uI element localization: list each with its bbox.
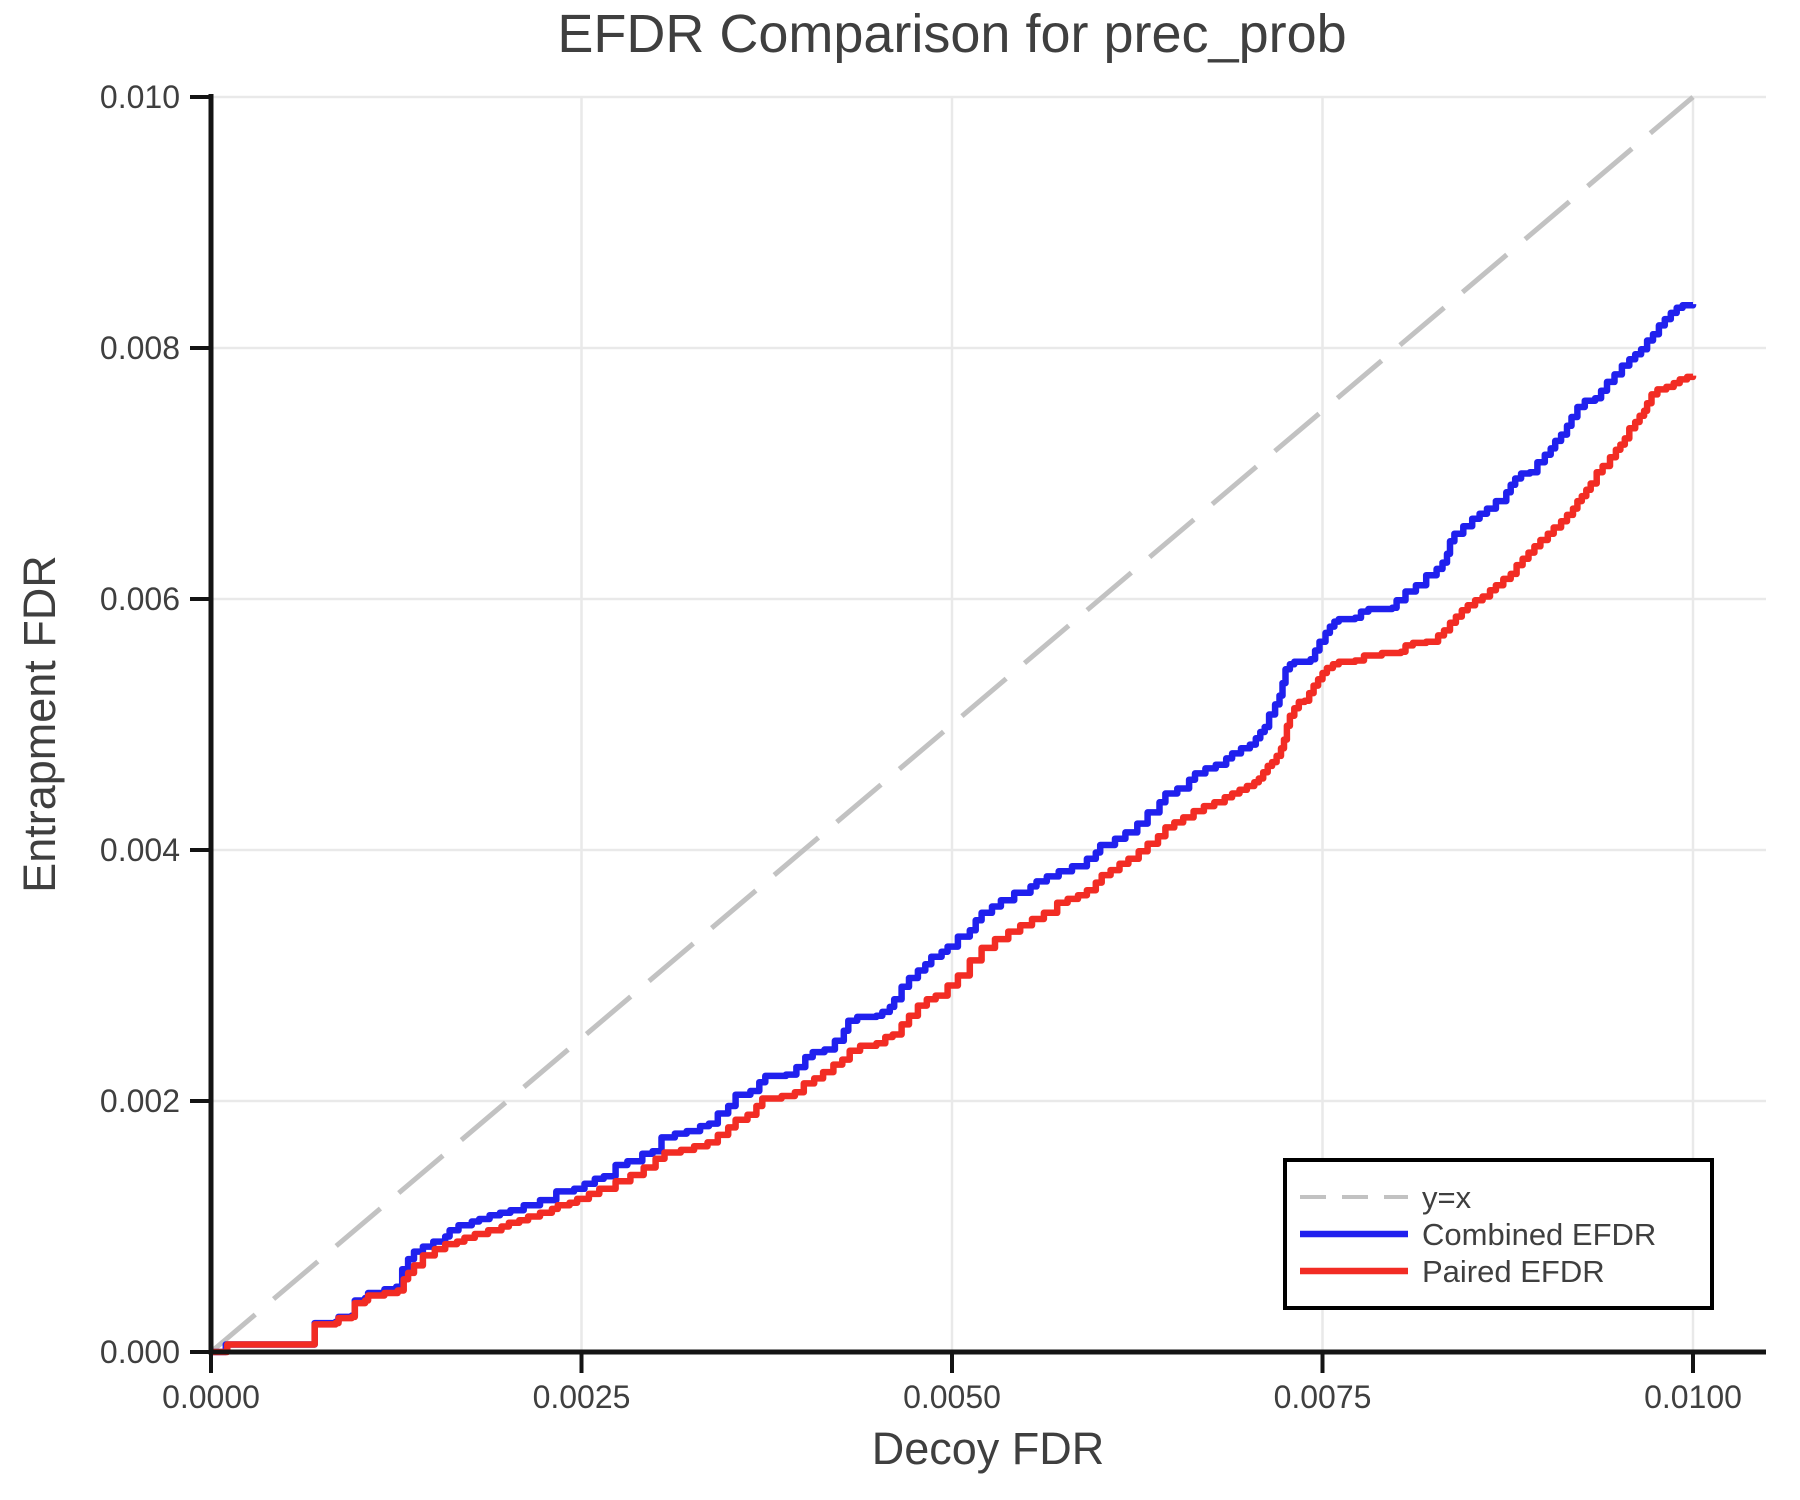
legend: y=x Combined EFDR Paired EFDR — [1283, 1158, 1714, 1310]
combined-efdr-line — [211, 302, 1697, 1356]
x-tick-label-00025: 0.0025 — [533, 1379, 631, 1415]
x-axis-label: Decoy FDR — [872, 1423, 1105, 1474]
legend-label-identity: y=x — [1422, 1180, 1472, 1215]
y-tick-label-000: 0.000 — [100, 1334, 180, 1370]
y-tick-label-006: 0.006 — [100, 581, 180, 617]
x-tick-label-00000: 0.0000 — [162, 1379, 260, 1415]
y-tick-label-008: 0.008 — [100, 330, 180, 366]
y-tick-labels: 0.010 0.008 0.006 0.004 0.002 0.000 — [100, 79, 180, 1370]
x-tick-labels: 0.0000 0.0025 0.0050 0.0075 0.0100 — [162, 1379, 1742, 1415]
legend-label-paired: Paired EFDR — [1422, 1254, 1605, 1289]
y-axis-label: Entrapment FDR — [14, 555, 65, 893]
series-layer — [209, 95, 1697, 1356]
paired-efdr-line — [211, 373, 1697, 1356]
y-tick-label-002: 0.002 — [100, 1083, 180, 1119]
x-tick-label-00100: 0.0100 — [1644, 1379, 1742, 1415]
y-tick-label-010: 0.010 — [100, 79, 180, 115]
tick-marks — [190, 95, 1695, 1373]
x-tick-label-00050: 0.0050 — [903, 1379, 1001, 1415]
x-tick-label-00075: 0.0075 — [1274, 1379, 1372, 1415]
legend-label-combined: Combined EFDR — [1422, 1217, 1656, 1252]
axes-spines — [208, 94, 1766, 1355]
gridlines — [211, 95, 1766, 1352]
chart-title: EFDR Comparison for prec_prob — [557, 4, 1346, 64]
y-tick-label-004: 0.004 — [100, 832, 180, 868]
